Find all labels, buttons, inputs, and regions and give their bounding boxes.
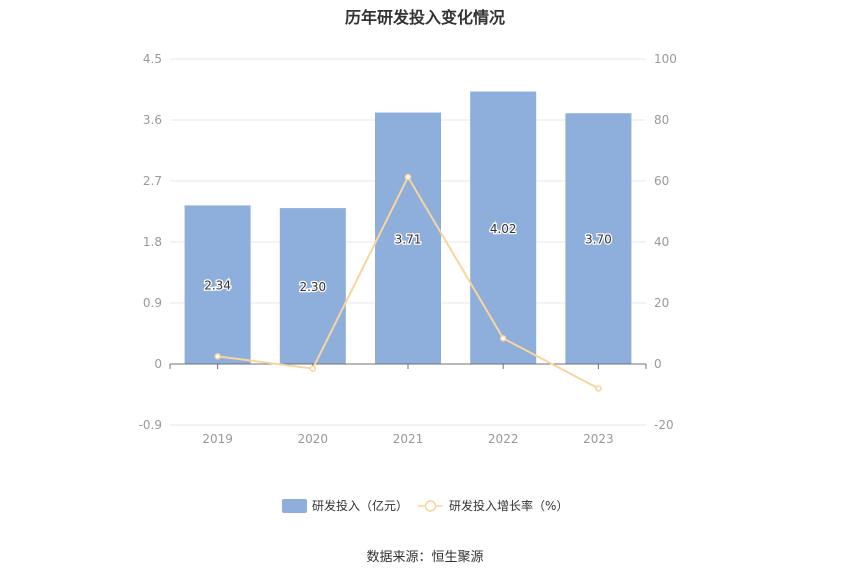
y-right-tick-label: 20 [654,296,669,310]
bar-2019[interactable] [184,205,251,364]
growth-line [214,173,602,392]
y-left-tick-label: 2.7 [143,174,162,188]
x-tick-label: 2023 [583,432,614,446]
y-right-tick-label: 60 [654,174,669,188]
y-left-tick-label: 4.5 [143,52,162,66]
legend-line-marker [424,500,437,512]
x-tick-label: 2021 [393,432,424,446]
growth-point-2020[interactable] [309,365,317,372]
y-left-tick-label: 0.9 [143,296,162,310]
y-left-tick-label: 0 [154,357,162,371]
y-left-tick-label: 3.6 [143,113,162,127]
legend-line-label: 研发投入增长率（%） [449,498,568,513]
growth-point-2022[interactable] [499,335,507,342]
legend[interactable]: 研发投入（亿元） 研发投入增长率（%） [282,498,568,513]
y-right-tick-label: 80 [654,113,669,127]
bar-2022[interactable] [470,91,537,365]
data-source: 数据来源：恒生聚源 [366,550,484,565]
bar-value-label: 2.30 [299,280,326,294]
y-right-tick-label: 0 [654,357,662,371]
chart-title: 历年研发投入变化情况 [344,8,505,27]
y-right-tick-label: -20 [654,418,674,432]
y-right-tick-label: 40 [654,235,669,249]
bar-2020[interactable] [279,208,346,364]
y-left-tick-label: -0.9 [139,418,162,432]
bar-2023[interactable] [565,113,632,364]
axes: 4.5 100 3.6 80 2.7 60 1.8 40 0.9 20 0 0 -0.9 -20 2019 2… [139,52,677,446]
y-right-tick-label: 100 [654,52,677,66]
legend-bar-label: 研发投入（亿元） [312,498,408,513]
y-left-tick-label: 1.8 [143,235,162,249]
bar-value-label: 3.70 [585,233,612,247]
x-tick-label: 2019 [202,432,233,446]
growth-point-2021[interactable] [404,173,412,181]
x-tick-label: 2020 [298,432,329,446]
bar-value-label: 3.71 [395,232,422,246]
growth-point-2019[interactable] [214,353,221,360]
growth-point-2023[interactable] [595,385,602,392]
data-labels: 2.34 2.30 3.71 4.02 3.70 [203,221,613,296]
bars [184,91,632,365]
bar-value-label: 2.34 [204,279,231,293]
legend-bar-swatch [282,499,307,513]
x-tick-label: 2022 [488,432,519,446]
bar-value-label: 4.02 [490,222,517,236]
bar-2021[interactable] [375,112,441,365]
